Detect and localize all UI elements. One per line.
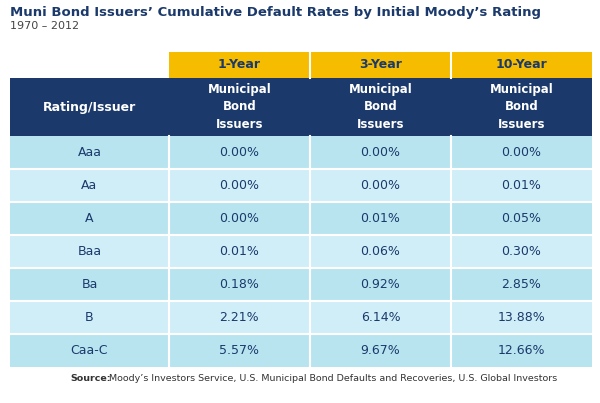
Bar	[451, 334, 592, 367]
Text: 10-Year: 10-Year	[496, 58, 547, 71]
Bar	[169, 235, 310, 268]
Bar	[310, 136, 451, 169]
Text: Municipal
Bond
Issuers: Municipal Bond Issuers	[208, 83, 271, 131]
Bar	[310, 301, 451, 334]
Bar	[10, 268, 169, 301]
Bar	[451, 52, 592, 78]
Bar	[10, 235, 169, 268]
Text: Baa: Baa	[77, 245, 101, 258]
Text: 3-Year: 3-Year	[359, 58, 402, 71]
Text: Source:: Source:	[70, 374, 110, 383]
Bar	[169, 136, 310, 169]
Text: 0.00%: 0.00%	[502, 146, 541, 159]
Bar	[310, 169, 451, 202]
Bar	[169, 78, 310, 136]
Text: Muni Bond Issuers’ Cumulative Default Rates by Initial Moody’s Rating: Muni Bond Issuers’ Cumulative Default Ra…	[10, 6, 541, 19]
Text: Aa: Aa	[82, 179, 98, 192]
Text: 1970 – 2012: 1970 – 2012	[10, 21, 79, 31]
Text: 0.01%: 0.01%	[502, 179, 541, 192]
Bar	[169, 52, 310, 78]
Bar	[169, 169, 310, 202]
Bar	[10, 202, 169, 235]
Text: 13.88%: 13.88%	[497, 311, 545, 324]
Text: 0.18%: 0.18%	[220, 278, 259, 291]
Bar	[10, 334, 169, 367]
Text: 12.66%: 12.66%	[498, 344, 545, 357]
Text: 0.00%: 0.00%	[220, 179, 259, 192]
Text: 0.05%: 0.05%	[502, 212, 541, 225]
Text: 0.30%: 0.30%	[502, 245, 541, 258]
Bar	[310, 235, 451, 268]
Bar	[451, 268, 592, 301]
Bar	[310, 78, 451, 136]
Text: 5.57%: 5.57%	[220, 344, 259, 357]
Text: 0.00%: 0.00%	[220, 212, 259, 225]
Bar	[310, 334, 451, 367]
Bar	[451, 235, 592, 268]
Text: 0.00%: 0.00%	[361, 146, 400, 159]
Text: Municipal
Bond
Issuers: Municipal Bond Issuers	[490, 83, 553, 131]
Text: Municipal
Bond
Issuers: Municipal Bond Issuers	[349, 83, 412, 131]
Text: 0.01%: 0.01%	[220, 245, 259, 258]
Bar	[10, 301, 169, 334]
Text: 1-Year: 1-Year	[218, 58, 261, 71]
Bar	[310, 52, 451, 78]
Text: 0.00%: 0.00%	[361, 179, 400, 192]
Bar	[451, 78, 592, 136]
Text: Moody’s Investors Service, U.S. Municipal Bond Defaults and Recoveries, U.S. Glo: Moody’s Investors Service, U.S. Municipa…	[106, 374, 557, 383]
Bar	[451, 169, 592, 202]
Text: Aaa: Aaa	[77, 146, 101, 159]
Text: 6.14%: 6.14%	[361, 311, 400, 324]
Bar	[10, 136, 169, 169]
Text: B: B	[85, 311, 94, 324]
Bar	[451, 202, 592, 235]
Bar	[10, 169, 169, 202]
Text: 2.85%: 2.85%	[502, 278, 541, 291]
Bar	[310, 202, 451, 235]
Bar	[169, 202, 310, 235]
Text: 0.01%: 0.01%	[361, 212, 400, 225]
Text: Caa-C: Caa-C	[71, 344, 108, 357]
Bar	[310, 268, 451, 301]
Bar	[169, 268, 310, 301]
Text: Ba: Ba	[81, 278, 98, 291]
Text: 0.92%: 0.92%	[361, 278, 400, 291]
Text: 2.21%: 2.21%	[220, 311, 259, 324]
Bar	[451, 301, 592, 334]
Bar	[169, 334, 310, 367]
Bar	[451, 136, 592, 169]
Text: 9.67%: 9.67%	[361, 344, 400, 357]
Text: 0.06%: 0.06%	[361, 245, 400, 258]
Text: Rating/Issuer: Rating/Issuer	[43, 100, 136, 114]
Bar	[10, 78, 169, 136]
Text: A: A	[85, 212, 94, 225]
Text: 0.00%: 0.00%	[220, 146, 259, 159]
Bar	[169, 301, 310, 334]
